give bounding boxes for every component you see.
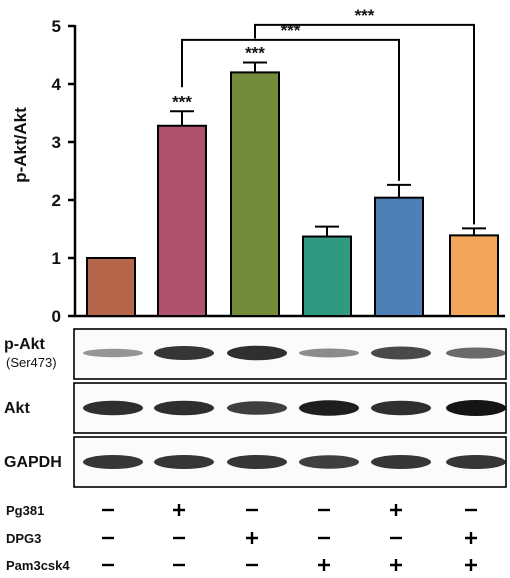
bar (302, 235, 352, 317)
significance-label: *** (172, 92, 192, 111)
plus-sign (390, 559, 402, 571)
y-ticks: 0 1 2 3 4 5 (52, 17, 75, 326)
bar-chart: p-Akt/Akt 0 1 2 3 4 5 *** *** *** *** (11, 6, 505, 326)
bracket-label: *** (355, 6, 375, 25)
bracket (254, 23, 475, 225)
bar (230, 71, 280, 318)
blot-band (299, 400, 359, 416)
plus-sign (465, 532, 477, 544)
plus-sign (390, 504, 402, 516)
blot-band (446, 347, 506, 359)
y-tick-label: 2 (52, 191, 61, 210)
blot-band (446, 400, 506, 416)
blot-band (371, 346, 431, 360)
plus-sign (173, 504, 185, 516)
bar (157, 124, 207, 318)
blot-band (154, 455, 214, 469)
y-tick-label: 5 (52, 17, 61, 36)
bar (86, 257, 136, 317)
plus-sign (246, 532, 258, 544)
blot-band (227, 401, 287, 415)
y-axis-label: p-Akt/Akt (11, 107, 30, 183)
treatment-table: Pg381 DPG3 Pam3csk4 (6, 503, 477, 573)
blot-band (83, 348, 143, 358)
blot-band (227, 345, 287, 361)
blot-band (299, 455, 359, 469)
blot-band (227, 455, 287, 469)
blot-band (371, 455, 431, 469)
y-tick-label: 0 (52, 307, 61, 326)
y-tick-label: 3 (52, 133, 61, 152)
blot-label: p-Akt (4, 336, 46, 353)
blot-band (83, 400, 143, 416)
condition-label: Pg381 (6, 503, 44, 518)
blot-band (446, 455, 506, 469)
bracket (181, 38, 400, 181)
blot-band (83, 455, 143, 469)
y-tick-label: 4 (52, 75, 62, 94)
bracket-label: *** (281, 21, 301, 40)
blot-band (371, 400, 431, 416)
plus-sign (465, 559, 477, 571)
comparison-brackets: *** *** (181, 6, 475, 225)
blot-band (154, 346, 214, 360)
significance-marks: *** *** (172, 44, 265, 112)
y-tick-label: 1 (52, 249, 61, 268)
bar (449, 234, 499, 318)
blot-label: GAPDH (4, 454, 62, 471)
western-blots: p-Akt (Ser473) Akt GAPDH (4, 328, 507, 488)
blot-band (299, 348, 359, 358)
blot-panel (73, 328, 507, 380)
condition-label: Pam3csk4 (6, 558, 70, 573)
blot-label: Akt (4, 400, 30, 417)
significance-label: *** (245, 44, 265, 63)
bars (86, 71, 499, 318)
plus-sign (318, 559, 330, 571)
bar (374, 196, 424, 317)
blot-sublabel: (Ser473) (6, 355, 57, 370)
condition-label: DPG3 (6, 531, 41, 546)
error-bars (170, 61, 486, 237)
blot-panel (73, 382, 507, 434)
blot-band (154, 400, 214, 416)
